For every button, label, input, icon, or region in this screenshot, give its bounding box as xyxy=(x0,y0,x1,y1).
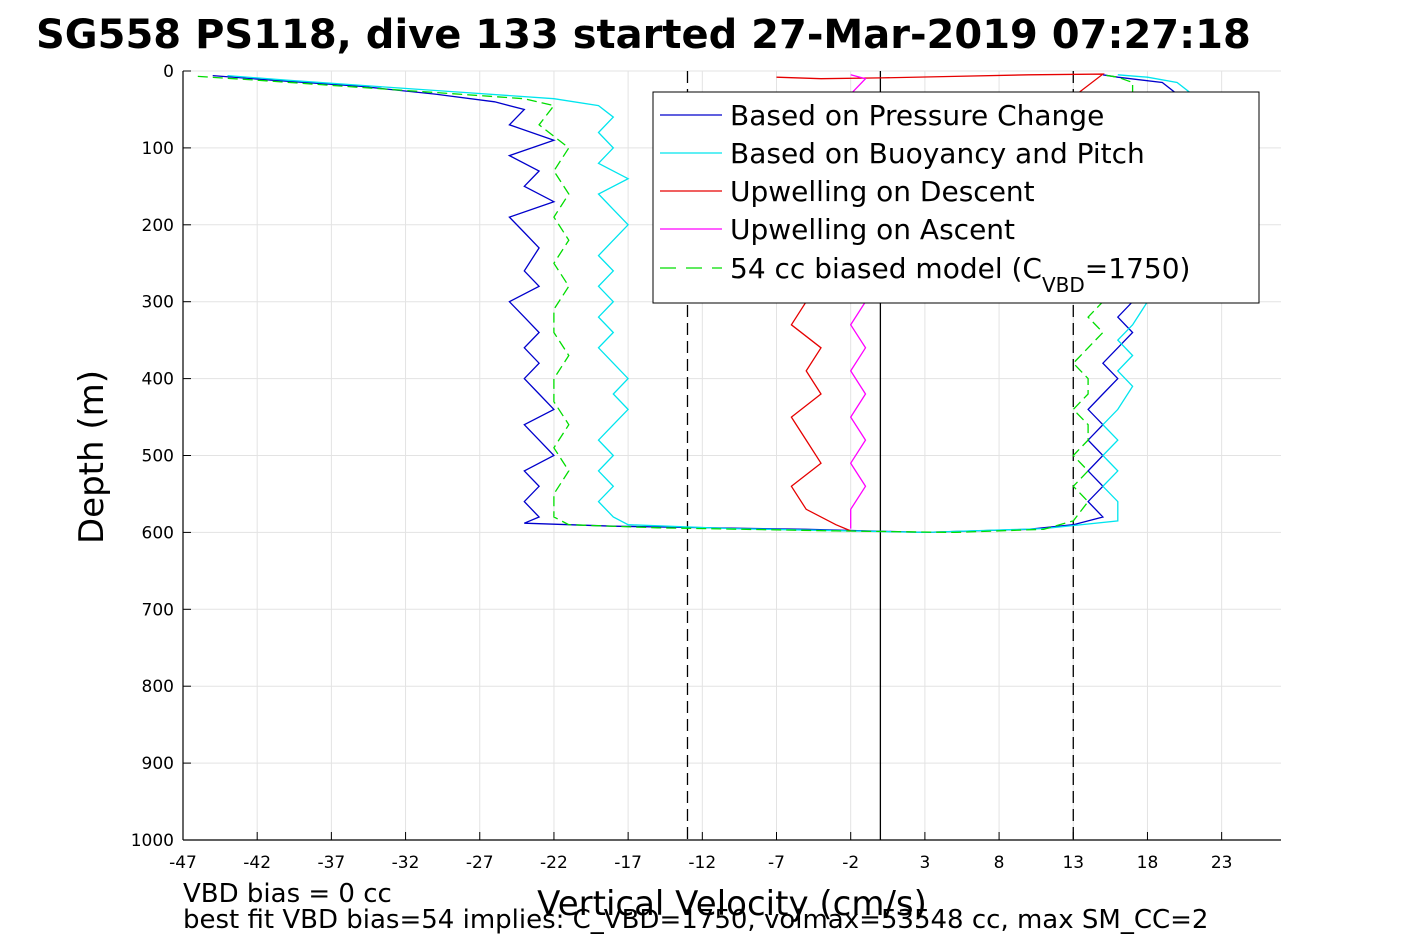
x-tick-label: -17 xyxy=(614,853,642,873)
x-tick-label: -42 xyxy=(243,853,271,873)
x-tick-label: -32 xyxy=(392,853,420,873)
series-line-1 xyxy=(227,74,1208,534)
legend-label-buoyancy: Based on Buoyancy and Pitch xyxy=(730,137,1145,170)
y-tick-label: 600 xyxy=(142,523,174,543)
x-tick-label: 3 xyxy=(919,853,930,873)
x-tick-label: -22 xyxy=(540,853,568,873)
x-tick-label: 8 xyxy=(994,853,1005,873)
x-axis-label: Vertical Velocity (cm/s) xyxy=(537,884,927,924)
axes xyxy=(182,70,1281,841)
y-tick-label: 1000 xyxy=(131,831,174,851)
x-tick-label: -47 xyxy=(169,853,197,873)
y-tick-label: 700 xyxy=(142,600,174,620)
x-tick-label: -27 xyxy=(466,853,494,873)
y-tick-labels: 0 100 200 300 400 500 600 700 800 900 1000 xyxy=(131,62,174,851)
legend-label-biased-model: 54 cc biased model (CVBD=1750) xyxy=(730,252,1190,297)
y-tick-label: 200 xyxy=(142,216,174,236)
series-line-0 xyxy=(212,74,1193,534)
y-tick-label: 300 xyxy=(142,293,174,313)
y-tick-label: 900 xyxy=(142,754,174,774)
annotation-vbd-bias: VBD bias = 0 cc xyxy=(183,879,392,909)
series-group xyxy=(197,73,1208,534)
x-tick-label: -2 xyxy=(842,853,859,873)
chart-title: SG558 PS118, dive 133 started 27-Mar-201… xyxy=(36,12,1251,58)
x-tick-labels: -47 -42 -37 -32 -27 -22 -17 -12 -7 -2 3 8 13 18 23 xyxy=(169,853,1232,873)
x-tick-label: -37 xyxy=(317,853,345,873)
x-tick-label: -7 xyxy=(768,853,785,873)
legend-label-upwelling-ascent: Upwelling on Ascent xyxy=(730,213,1015,246)
legend-label-pressure: Based on Pressure Change xyxy=(730,99,1104,132)
x-tick-label: 23 xyxy=(1211,853,1233,873)
y-tick-label: 500 xyxy=(142,447,174,467)
series-line-4 xyxy=(197,74,1149,534)
y-axis-label: Depth (m) xyxy=(72,370,112,544)
annotation-best-fit: best fit VBD bias=54 implies: C_VBD=1750… xyxy=(183,905,1208,935)
y-tick-label: 100 xyxy=(142,139,174,159)
y-tick-label: 400 xyxy=(142,370,174,390)
y-tick-label: 800 xyxy=(142,677,174,697)
x-tick-label: -12 xyxy=(688,853,716,873)
x-tick-label: 18 xyxy=(1137,853,1159,873)
y-tick-label: 0 xyxy=(163,62,174,82)
legend: Based on Pressure Change Based on Buoyan… xyxy=(652,91,1260,304)
legend-label-upwelling-descent: Upwelling on Descent xyxy=(730,175,1035,208)
series-line-2 xyxy=(776,73,1105,532)
legend-box xyxy=(652,91,1260,304)
x-tick-label: 13 xyxy=(1062,853,1084,873)
